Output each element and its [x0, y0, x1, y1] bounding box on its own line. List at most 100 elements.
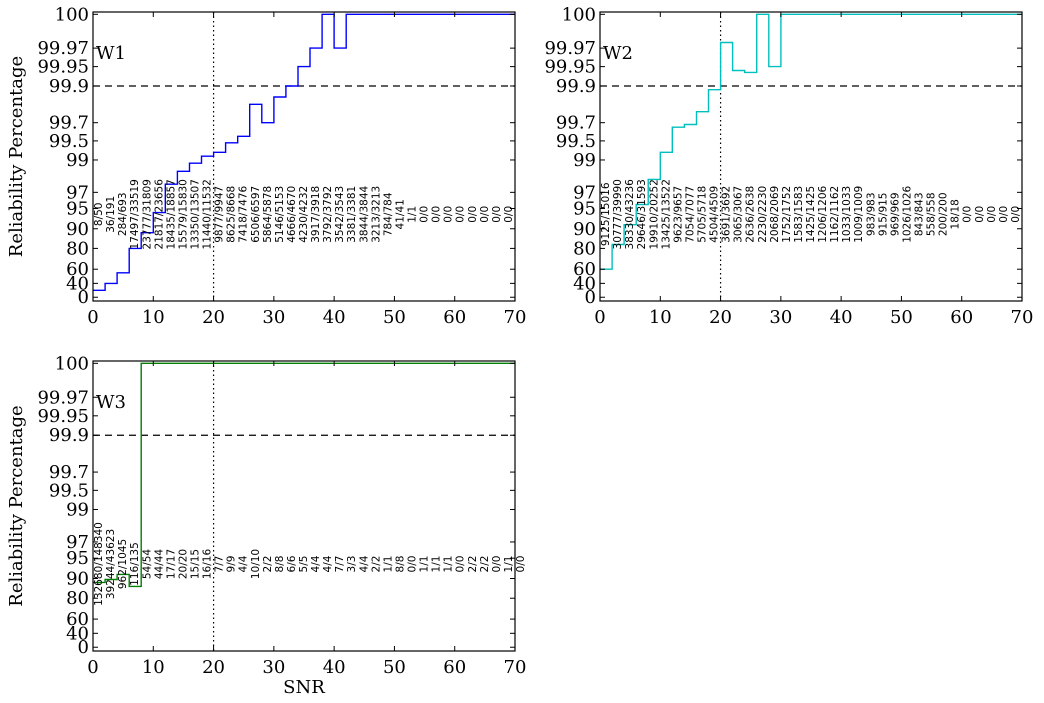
- count-label: 1583/1583: [793, 186, 805, 243]
- x-tick-label: 60: [950, 307, 973, 328]
- count-label: 13425/13522: [660, 179, 672, 249]
- count-label: 1026/1026: [901, 185, 913, 242]
- count-label: 17/17: [165, 549, 177, 579]
- count-label: 18435/18857: [165, 179, 177, 249]
- count-label: 8625/8668: [226, 186, 238, 243]
- count-label: 0/0: [455, 206, 467, 223]
- count-label: 3691/3692: [721, 186, 733, 243]
- count-label: 9877/9947: [214, 186, 226, 243]
- count-label: 0/0: [407, 556, 419, 573]
- y-tick-label: 99.95: [37, 57, 89, 78]
- y-tick-label: 99.97: [544, 38, 596, 59]
- count-label: 17497/33519: [129, 179, 141, 249]
- y-tick-label: 99.7: [556, 113, 596, 134]
- count-label: 20/20: [177, 549, 189, 579]
- y-tick-label: 95: [66, 548, 89, 569]
- count-label: 44/44: [153, 549, 165, 580]
- y-tick-label: 99.95: [37, 406, 89, 427]
- count-label: 3/3: [346, 556, 358, 573]
- count-label: 1752/1752: [781, 186, 793, 243]
- count-label: 5/5: [298, 556, 310, 573]
- x-tick-label: 0: [87, 307, 98, 328]
- x-tick-label: 60: [443, 657, 466, 678]
- count-label: 1425/1425: [805, 186, 817, 243]
- y-tick-label: 90: [66, 219, 89, 240]
- series-line-w3: [93, 362, 515, 588]
- count-label: 3844/3844: [358, 185, 370, 242]
- count-label: 16/16: [202, 549, 214, 580]
- count-label: 2636/2638: [745, 186, 757, 243]
- count-label: 4/4: [238, 555, 250, 572]
- y-tick-label: 99: [66, 499, 89, 520]
- y-axis-label: Reliability Percentage: [6, 405, 27, 606]
- x-tick-label: 60: [443, 307, 466, 328]
- x-tick-label: 40: [830, 307, 853, 328]
- count-label: 9623/9657: [672, 186, 684, 243]
- count-label: 5864/5878: [262, 186, 274, 243]
- count-label: 10/10: [250, 549, 262, 579]
- count-label: 0/0: [974, 206, 986, 223]
- count-label: 2068/2069: [769, 186, 781, 243]
- panel-w2: 9125/15016 30777/39990 38330/43236 29646/31…: [544, 4, 1033, 328]
- count-label: 54/54: [141, 549, 153, 580]
- count-label: 23777/31809: [141, 179, 153, 249]
- count-label: 8/8: [394, 556, 406, 573]
- y-tick-label: 99: [66, 150, 89, 171]
- x-tick-label: 50: [383, 307, 406, 328]
- y-tick-label: 99.97: [37, 38, 89, 59]
- count-label: 30777/39990: [612, 179, 624, 249]
- count-label: 3213/3213: [370, 186, 382, 243]
- count-label: 41/41: [394, 199, 406, 229]
- plot-frame: [92, 11, 516, 302]
- x-tick-label: 10: [649, 307, 672, 328]
- y-tick-label: 60: [66, 609, 89, 630]
- count-label: 8/50: [93, 203, 105, 227]
- y-tick-label: 99.7: [49, 462, 89, 483]
- count-label: 0/0: [962, 206, 974, 223]
- x-tick-label: 0: [87, 657, 98, 678]
- count-label: 4230/4232: [298, 186, 310, 243]
- count-label: 1206/1206: [817, 185, 829, 242]
- count-label: 1009/1009: [853, 186, 865, 243]
- y-tick-label: 100: [562, 4, 596, 25]
- plot-frame: [92, 360, 516, 652]
- count-label: 15579/15830: [177, 179, 189, 249]
- count-label: 3792/3792: [322, 186, 334, 243]
- count-label: 784/784: [382, 192, 394, 236]
- x-tick-label: 50: [383, 657, 406, 678]
- count-label: 843/843: [914, 192, 926, 236]
- count-label: 1162/1162: [829, 186, 841, 243]
- count-label: 0/0: [479, 206, 491, 223]
- count-label: 0/0: [503, 206, 515, 223]
- count-label: 962/1045: [117, 539, 129, 589]
- y-tick-label: 97: [66, 182, 89, 203]
- y-tick-label: 0: [78, 637, 89, 658]
- count-label: 0/0: [431, 206, 443, 223]
- y-tick-label: 99.5: [556, 131, 596, 152]
- y-tick-label: 95: [573, 199, 596, 220]
- x-tick-label: 40: [323, 657, 346, 678]
- series-line-w2: [600, 13, 1022, 270]
- count-label: 2230/2230: [757, 186, 769, 243]
- x-tick-label: 30: [262, 657, 285, 678]
- count-label: 983/983: [865, 192, 877, 236]
- plot-frame: [599, 11, 1023, 302]
- count-label: 38330/43236: [624, 179, 636, 250]
- x-tick-label: 10: [142, 657, 165, 678]
- y-tick-label: 99.5: [49, 480, 89, 501]
- count-label: 0/0: [443, 206, 455, 223]
- count-label: 18/18: [950, 199, 962, 229]
- y-tick-label: 99.9: [49, 425, 89, 446]
- count-label: 2/2: [467, 556, 479, 573]
- count-label: 116/135: [129, 542, 141, 586]
- y-tick-label: 60: [573, 259, 596, 280]
- y-tick-label: 99.9: [49, 76, 89, 97]
- y-tick-label: 99.97: [37, 387, 89, 408]
- count-label: 11440/11532: [202, 179, 214, 249]
- count-label: 1033/1033: [841, 186, 853, 243]
- x-tick-label: 30: [769, 307, 792, 328]
- count-label: 7054/7077: [684, 186, 696, 243]
- count-label: 0/0: [1010, 206, 1022, 223]
- count-label: 2/2: [370, 556, 382, 573]
- count-label: 19910/20252: [648, 179, 660, 249]
